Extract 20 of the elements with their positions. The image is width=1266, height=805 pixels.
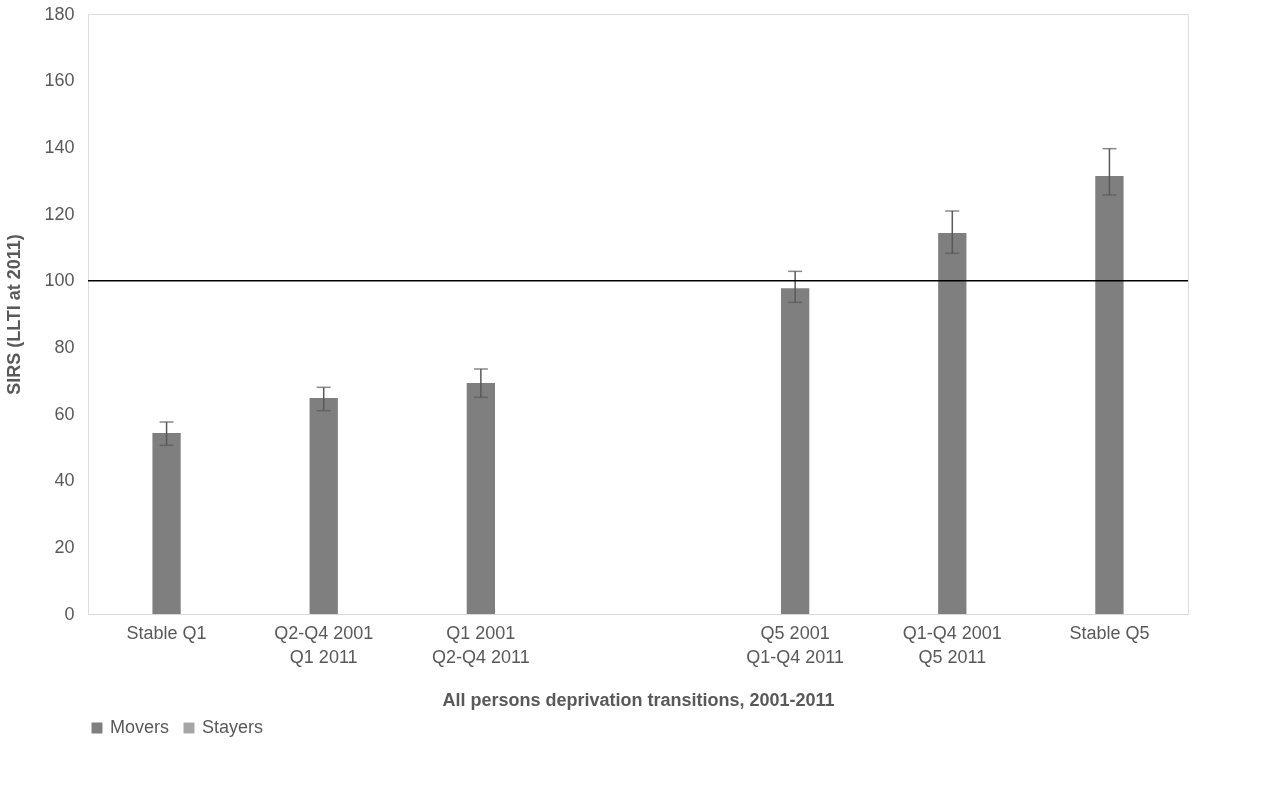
- y-tick-label: 40: [54, 470, 75, 491]
- x-axis-title: All persons deprivation transitions, 2001-2011: [442, 689, 835, 710]
- x-tick-label: Q1 2001 Q2-Q4 2011: [431, 622, 530, 667]
- y-tick-label: 0: [64, 603, 75, 624]
- y-tick-label: 120: [44, 203, 75, 224]
- x-tick-label: Q5 2001 Q1-Q4 2011: [746, 622, 845, 667]
- y-tick-label: 180: [44, 3, 75, 24]
- legend-label: Stayers: [202, 717, 264, 737]
- y-tick-label: 100: [44, 270, 75, 291]
- y-tick-label: 80: [54, 336, 75, 357]
- y-tick-label: 140: [44, 136, 75, 157]
- x-tick-label: Stable Q5: [1069, 622, 1150, 643]
- y-tick-label: 60: [54, 403, 75, 424]
- y-tick-label: 20: [54, 536, 75, 557]
- y-axis-title: SIRS (LLTI at 2011): [4, 234, 25, 395]
- x-tick-label: Q1-Q4 2001 Q5 2011: [902, 622, 1002, 667]
- legend-label: Movers: [110, 717, 170, 737]
- y-tick-label: 160: [44, 70, 75, 91]
- x-tick-label: Stable Q1: [126, 622, 207, 643]
- x-tick-label: Q2-Q4 2001 Q1 2011: [274, 622, 374, 667]
